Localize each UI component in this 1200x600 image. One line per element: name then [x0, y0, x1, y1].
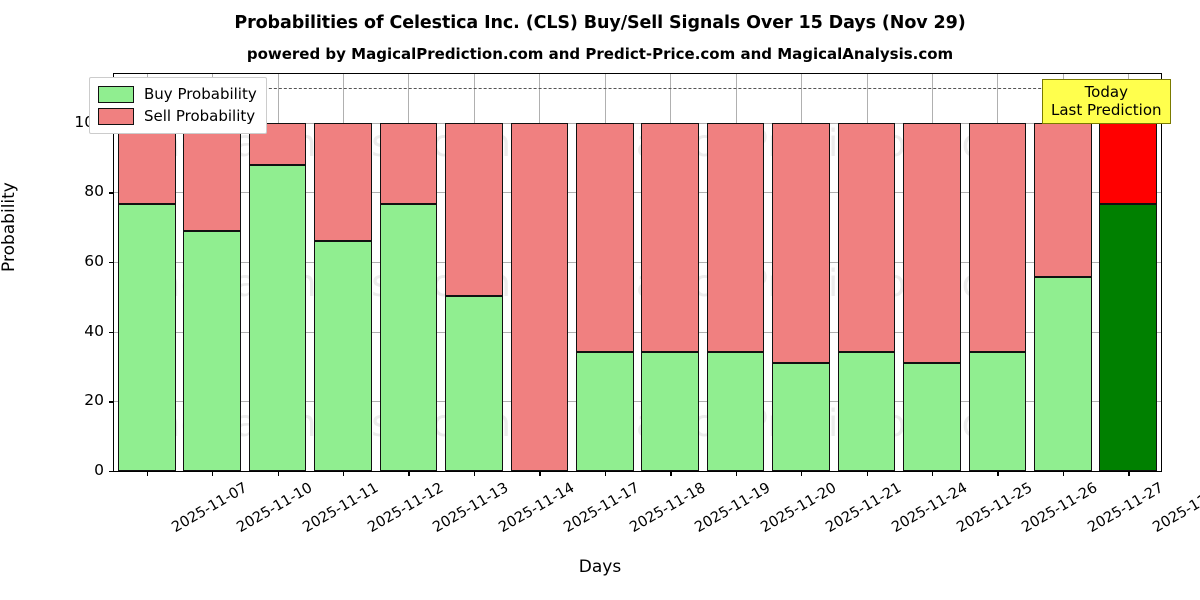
y-axis-tick-label: 60: [84, 252, 104, 271]
bar-segment-buy[interactable]: [314, 241, 372, 471]
bar-segment-buy[interactable]: [379, 203, 438, 471]
x-axis-tick-mark: [801, 471, 803, 476]
bar-stack[interactable]: [314, 74, 372, 471]
bar-stack[interactable]: [837, 74, 896, 471]
bar-stack[interactable]: [445, 74, 503, 471]
bar-segment-sell[interactable]: [183, 122, 241, 232]
legend-swatch-buy: [98, 85, 134, 103]
gridline-horizontal: [114, 401, 1161, 403]
bar-segment-sell[interactable]: [510, 122, 569, 471]
bar-stack[interactable]: [379, 74, 438, 471]
bar-segment-sell[interactable]: [117, 122, 176, 204]
x-axis-tick-mark: [539, 471, 541, 476]
bar-stack[interactable]: [575, 74, 634, 471]
plot-inner: MagicalAnalysis.comMagicalPrediction.com…: [114, 74, 1161, 471]
threshold-dashed-line: [114, 87, 1161, 89]
bar-segment-buy[interactable]: [903, 363, 961, 471]
bar-segment-sell[interactable]: [968, 122, 1027, 352]
y-axis-tick-label: 40: [84, 321, 104, 340]
y-axis-tick-mark: [109, 401, 114, 403]
x-axis-tick-mark: [997, 471, 999, 476]
bar-segment-sell[interactable]: [445, 122, 503, 296]
plot-area: MagicalAnalysis.comMagicalPrediction.com…: [109, 73, 1162, 476]
bar-segment-buy[interactable]: [183, 231, 241, 471]
bar-stack[interactable]: [706, 74, 765, 471]
legend-swatch-sell: [98, 107, 134, 125]
bar-segment-buy[interactable]: [575, 351, 634, 471]
bar-segment-sell[interactable]: [706, 122, 765, 352]
y-axis-label: Probability: [0, 182, 19, 272]
bar-segment-sell[interactable]: [641, 122, 699, 352]
y-axis-tick-label: 80: [84, 182, 104, 201]
bar-stack[interactable]: [968, 74, 1027, 471]
bar-stack[interactable]: [183, 74, 241, 471]
y-axis-tick-mark: [109, 331, 114, 333]
bar-segment-buy[interactable]: [445, 295, 503, 471]
bar-segment-buy[interactable]: [1034, 277, 1092, 471]
bar-stack[interactable]: [641, 74, 699, 471]
x-axis-tick-mark: [604, 471, 607, 476]
bar-segment-buy[interactable]: [1099, 203, 1158, 471]
x-axis-tick-mark: [277, 471, 279, 476]
gridline-horizontal: [114, 331, 1161, 333]
bar-segment-sell[interactable]: [575, 122, 634, 352]
bar-segment-buy[interactable]: [772, 363, 830, 471]
x-axis-tick-mark: [1062, 471, 1065, 476]
today-annotation-line2: Last Prediction: [1051, 101, 1162, 119]
x-axis-tick-mark: [931, 471, 934, 476]
x-axis-tick-mark: [670, 471, 672, 476]
chart-subtitle: powered by MagicalPrediction.com and Pre…: [246, 45, 954, 63]
y-axis-tick-label: 20: [84, 391, 104, 410]
bar-segment-buy[interactable]: [117, 203, 176, 471]
legend-label-buy: Buy Probability: [144, 85, 257, 103]
gridline-horizontal: [114, 122, 1161, 124]
y-axis-tick-mark: [109, 192, 114, 194]
chart-legend: Buy Probability Sell Probability: [89, 77, 267, 134]
today-annotation-line1: Today: [1084, 83, 1128, 101]
bar-segment-sell[interactable]: [903, 122, 961, 364]
bar-stack[interactable]: [1034, 74, 1092, 471]
today-annotation: Today Last Prediction: [1042, 79, 1171, 124]
x-axis-tick-mark: [343, 471, 345, 476]
x-axis-tick-mark: [408, 471, 410, 476]
x-axis-tick-mark: [146, 471, 149, 476]
chart-title: Probabilities of Celestica Inc. (CLS) Bu…: [234, 13, 966, 33]
bar-stack[interactable]: [1099, 74, 1158, 471]
bar-stack[interactable]: [248, 74, 307, 471]
legend-item-buy: Buy Probability: [98, 83, 257, 105]
x-axis-tick-mark: [1128, 471, 1130, 476]
y-axis-tick-mark: [109, 471, 114, 473]
x-axis-label: Days: [578, 557, 622, 577]
bar-stack[interactable]: [772, 74, 830, 471]
bar-segment-sell[interactable]: [837, 122, 896, 352]
bar-segment-sell[interactable]: [379, 122, 438, 204]
bar-segment-buy[interactable]: [641, 351, 699, 471]
bar-stack[interactable]: [117, 74, 176, 471]
x-axis-tick-mark: [212, 471, 214, 476]
legend-item-sell: Sell Probability: [98, 105, 257, 127]
bar-segment-sell[interactable]: [1099, 122, 1158, 204]
bar-segment-buy[interactable]: [968, 351, 1027, 471]
bar-segment-sell[interactable]: [314, 122, 372, 242]
legend-label-sell: Sell Probability: [144, 107, 256, 125]
gridline-horizontal: [114, 262, 1161, 264]
bar-segment-buy[interactable]: [706, 351, 765, 471]
y-axis-tick-mark: [109, 262, 114, 264]
bar-segment-buy[interactable]: [248, 165, 307, 471]
x-axis-tick-mark: [473, 471, 476, 476]
bar-segment-sell[interactable]: [1034, 122, 1092, 278]
x-axis-tick-mark: [735, 471, 737, 476]
gridline-horizontal: [114, 192, 1161, 194]
bar-stack[interactable]: [510, 74, 569, 471]
bar-segment-buy[interactable]: [837, 351, 896, 471]
bar-stack[interactable]: [903, 74, 961, 471]
x-axis-tick-mark: [866, 471, 868, 476]
y-axis-tick-label: 0: [94, 461, 104, 479]
bar-segment-sell[interactable]: [772, 122, 830, 364]
